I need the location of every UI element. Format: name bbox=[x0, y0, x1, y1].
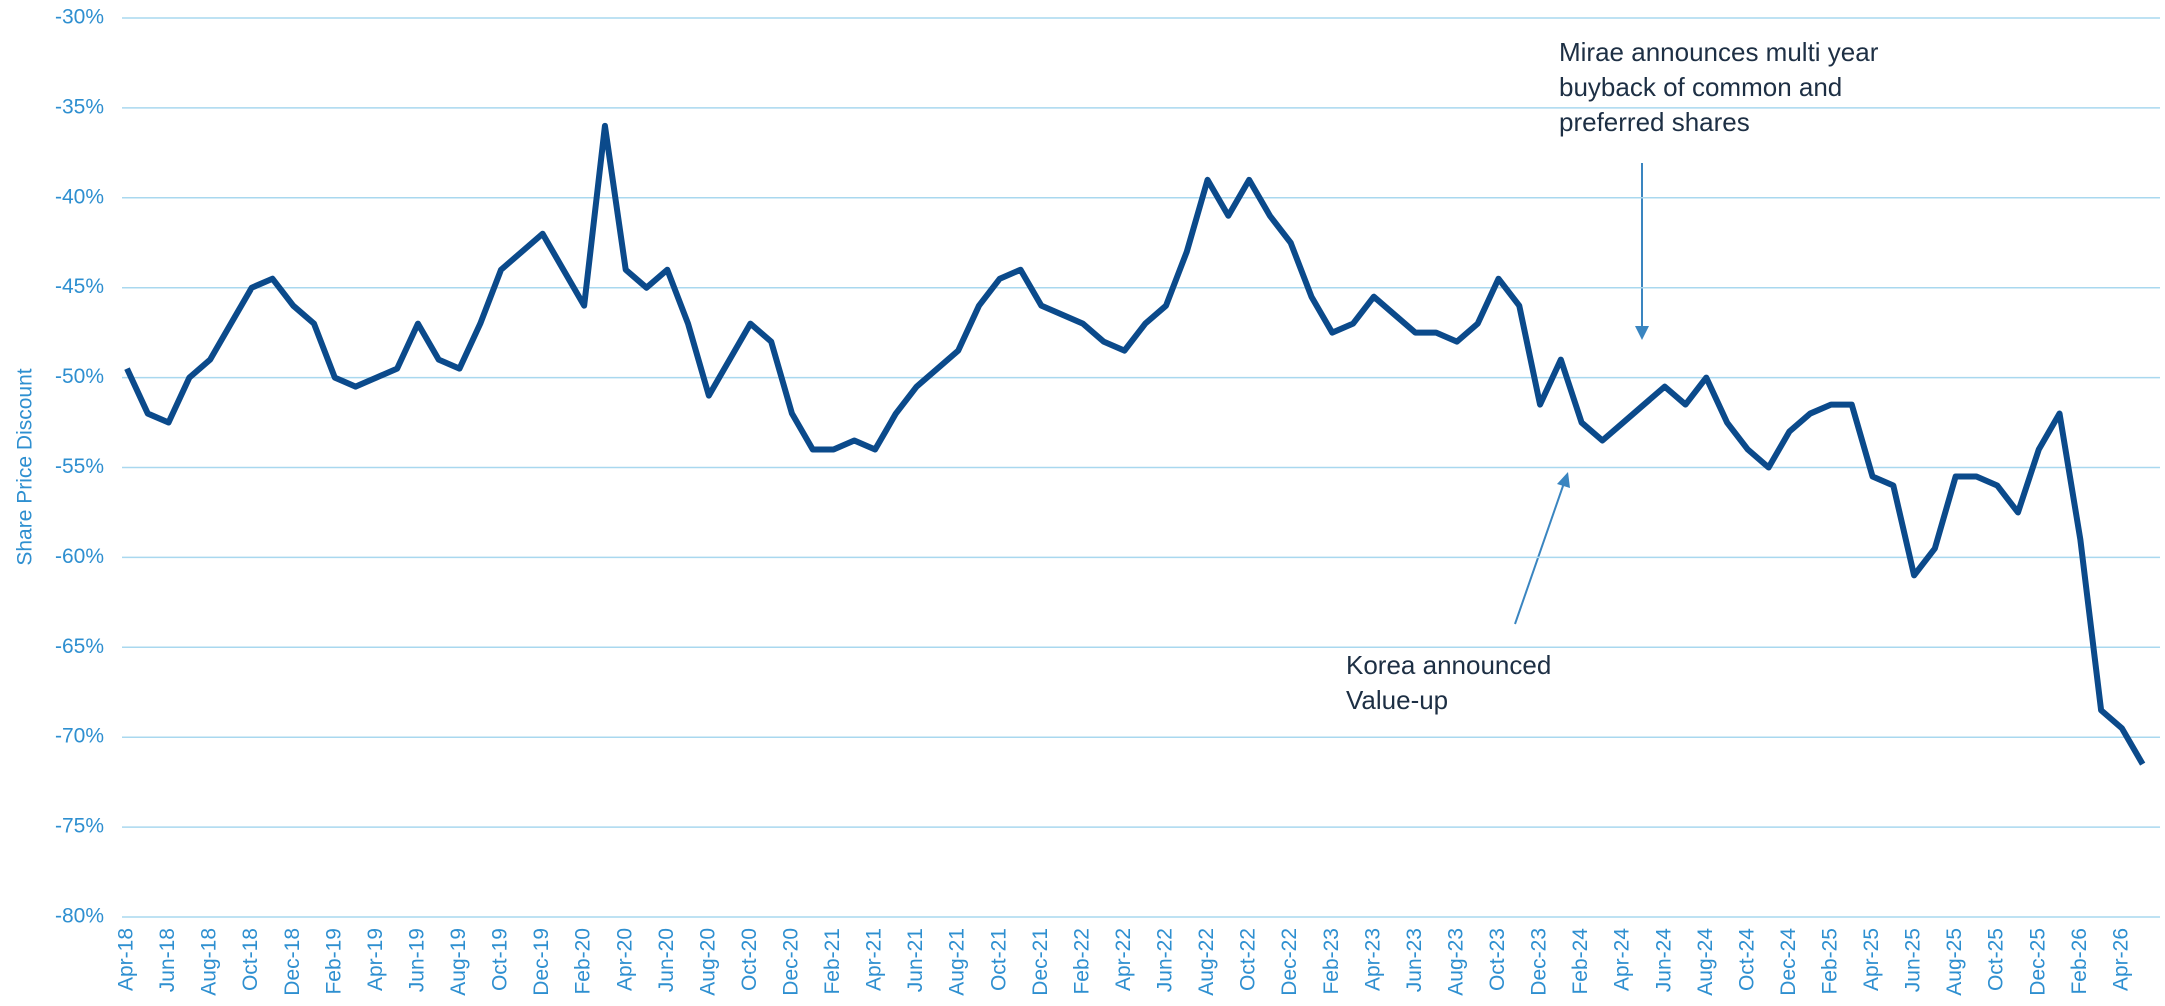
x-tick-label: Oct-21 bbox=[987, 928, 1010, 991]
annotation: Korea announced bbox=[1346, 650, 1551, 680]
x-tick-label: Feb-26 bbox=[2068, 928, 2091, 995]
x-tick-label: Jun-25 bbox=[1902, 928, 1925, 992]
x-tick-label: Apr-21 bbox=[863, 928, 886, 991]
x-tick-label: Aug-25 bbox=[1943, 928, 1966, 996]
y-tick-label: -65% bbox=[55, 635, 104, 658]
x-tick-label: Apr-20 bbox=[613, 928, 636, 991]
arrow bbox=[1514, 482, 1565, 625]
line-series bbox=[124, 122, 2146, 766]
x-tick-label: Jun-19 bbox=[405, 928, 428, 992]
x-tick-label: Apr-18 bbox=[115, 928, 138, 991]
x-tick-label: Oct-22 bbox=[1237, 928, 1260, 991]
x-tick-label: Apr-19 bbox=[364, 928, 387, 991]
x-tick-label: Dec-21 bbox=[1029, 928, 1052, 996]
x-tick-label: Dec-20 bbox=[780, 928, 803, 996]
x-tick-label: Dec-25 bbox=[2026, 928, 2049, 996]
y-tick-label: -30% bbox=[55, 6, 104, 29]
x-tick-label: Dec-22 bbox=[1278, 928, 1301, 996]
arrow-head bbox=[1635, 326, 1649, 340]
x-tick-label: Aug-21 bbox=[946, 928, 969, 996]
x-tick-label: Dec-23 bbox=[1528, 928, 1551, 996]
annotation: Mirae announces multi year bbox=[1559, 37, 1879, 67]
x-tick-label: Jun-24 bbox=[1652, 928, 1675, 993]
y-tick-label: -70% bbox=[55, 725, 104, 748]
x-tick-label: Oct-23 bbox=[1486, 928, 1509, 991]
x-tick-label: Jun-21 bbox=[904, 928, 927, 992]
annotation: buyback of common and bbox=[1559, 72, 1842, 102]
annotation: Value-up bbox=[1346, 685, 1448, 715]
x-tick-label: Aug-24 bbox=[1694, 928, 1717, 996]
y-tick-label: -75% bbox=[55, 815, 104, 838]
x-tick-label: Aug-19 bbox=[447, 928, 470, 996]
x-tick-label: Feb-21 bbox=[821, 928, 844, 995]
x-tick-label: Feb-22 bbox=[1070, 928, 1093, 995]
x-tick-label: Aug-20 bbox=[696, 928, 719, 996]
x-tick-label: Oct-20 bbox=[738, 928, 761, 991]
x-tick-label: Aug-22 bbox=[1195, 928, 1218, 996]
y-tick-label: -45% bbox=[55, 275, 104, 298]
x-tick-label: Apr-26 bbox=[2109, 928, 2132, 991]
x-tick-label: Dec-19 bbox=[530, 928, 553, 996]
x-tick-label: Apr-23 bbox=[1361, 928, 1384, 991]
x-tick-label: Dec-24 bbox=[1777, 928, 1800, 996]
x-tick-label: Feb-24 bbox=[1569, 928, 1592, 995]
x-tick-label: Apr-25 bbox=[1860, 928, 1883, 991]
x-tick-label: Jun-18 bbox=[156, 928, 179, 992]
x-tick-label: Feb-19 bbox=[322, 928, 345, 995]
y-tick-label: -60% bbox=[55, 545, 104, 568]
x-tick-label: Apr-22 bbox=[1112, 928, 1135, 991]
x-tick-label: Aug-18 bbox=[198, 928, 221, 996]
y-tick-label: -50% bbox=[55, 365, 104, 388]
x-tick-label: Jun-22 bbox=[1154, 928, 1177, 992]
x-tick-label: Oct-25 bbox=[1985, 928, 2008, 991]
x-tick-label: Dec-18 bbox=[281, 928, 304, 996]
x-tick-label: Oct-24 bbox=[1735, 928, 1758, 991]
y-axis-title: Share Price Discount bbox=[14, 368, 37, 565]
x-tick-label: Feb-20 bbox=[572, 928, 595, 995]
annotation: preferred shares bbox=[1559, 107, 1750, 137]
x-tick-label: Aug-23 bbox=[1444, 928, 1467, 996]
x-tick-label: Feb-25 bbox=[1819, 928, 1842, 995]
x-tick-label: Jun-23 bbox=[1403, 928, 1426, 992]
x-tick-label: Oct-19 bbox=[489, 928, 512, 991]
x-tick-label: Apr-24 bbox=[1611, 928, 1634, 991]
y-tick-label: -35% bbox=[55, 95, 104, 118]
x-tick-label: Feb-23 bbox=[1320, 928, 1343, 995]
y-tick-label: -80% bbox=[55, 905, 104, 928]
y-tick-label: -55% bbox=[55, 455, 104, 478]
x-tick-label: Oct-18 bbox=[239, 928, 262, 991]
x-tick-label: Jun-20 bbox=[655, 928, 678, 992]
arrow-head bbox=[1557, 472, 1570, 488]
y-tick-label: -40% bbox=[55, 185, 104, 208]
